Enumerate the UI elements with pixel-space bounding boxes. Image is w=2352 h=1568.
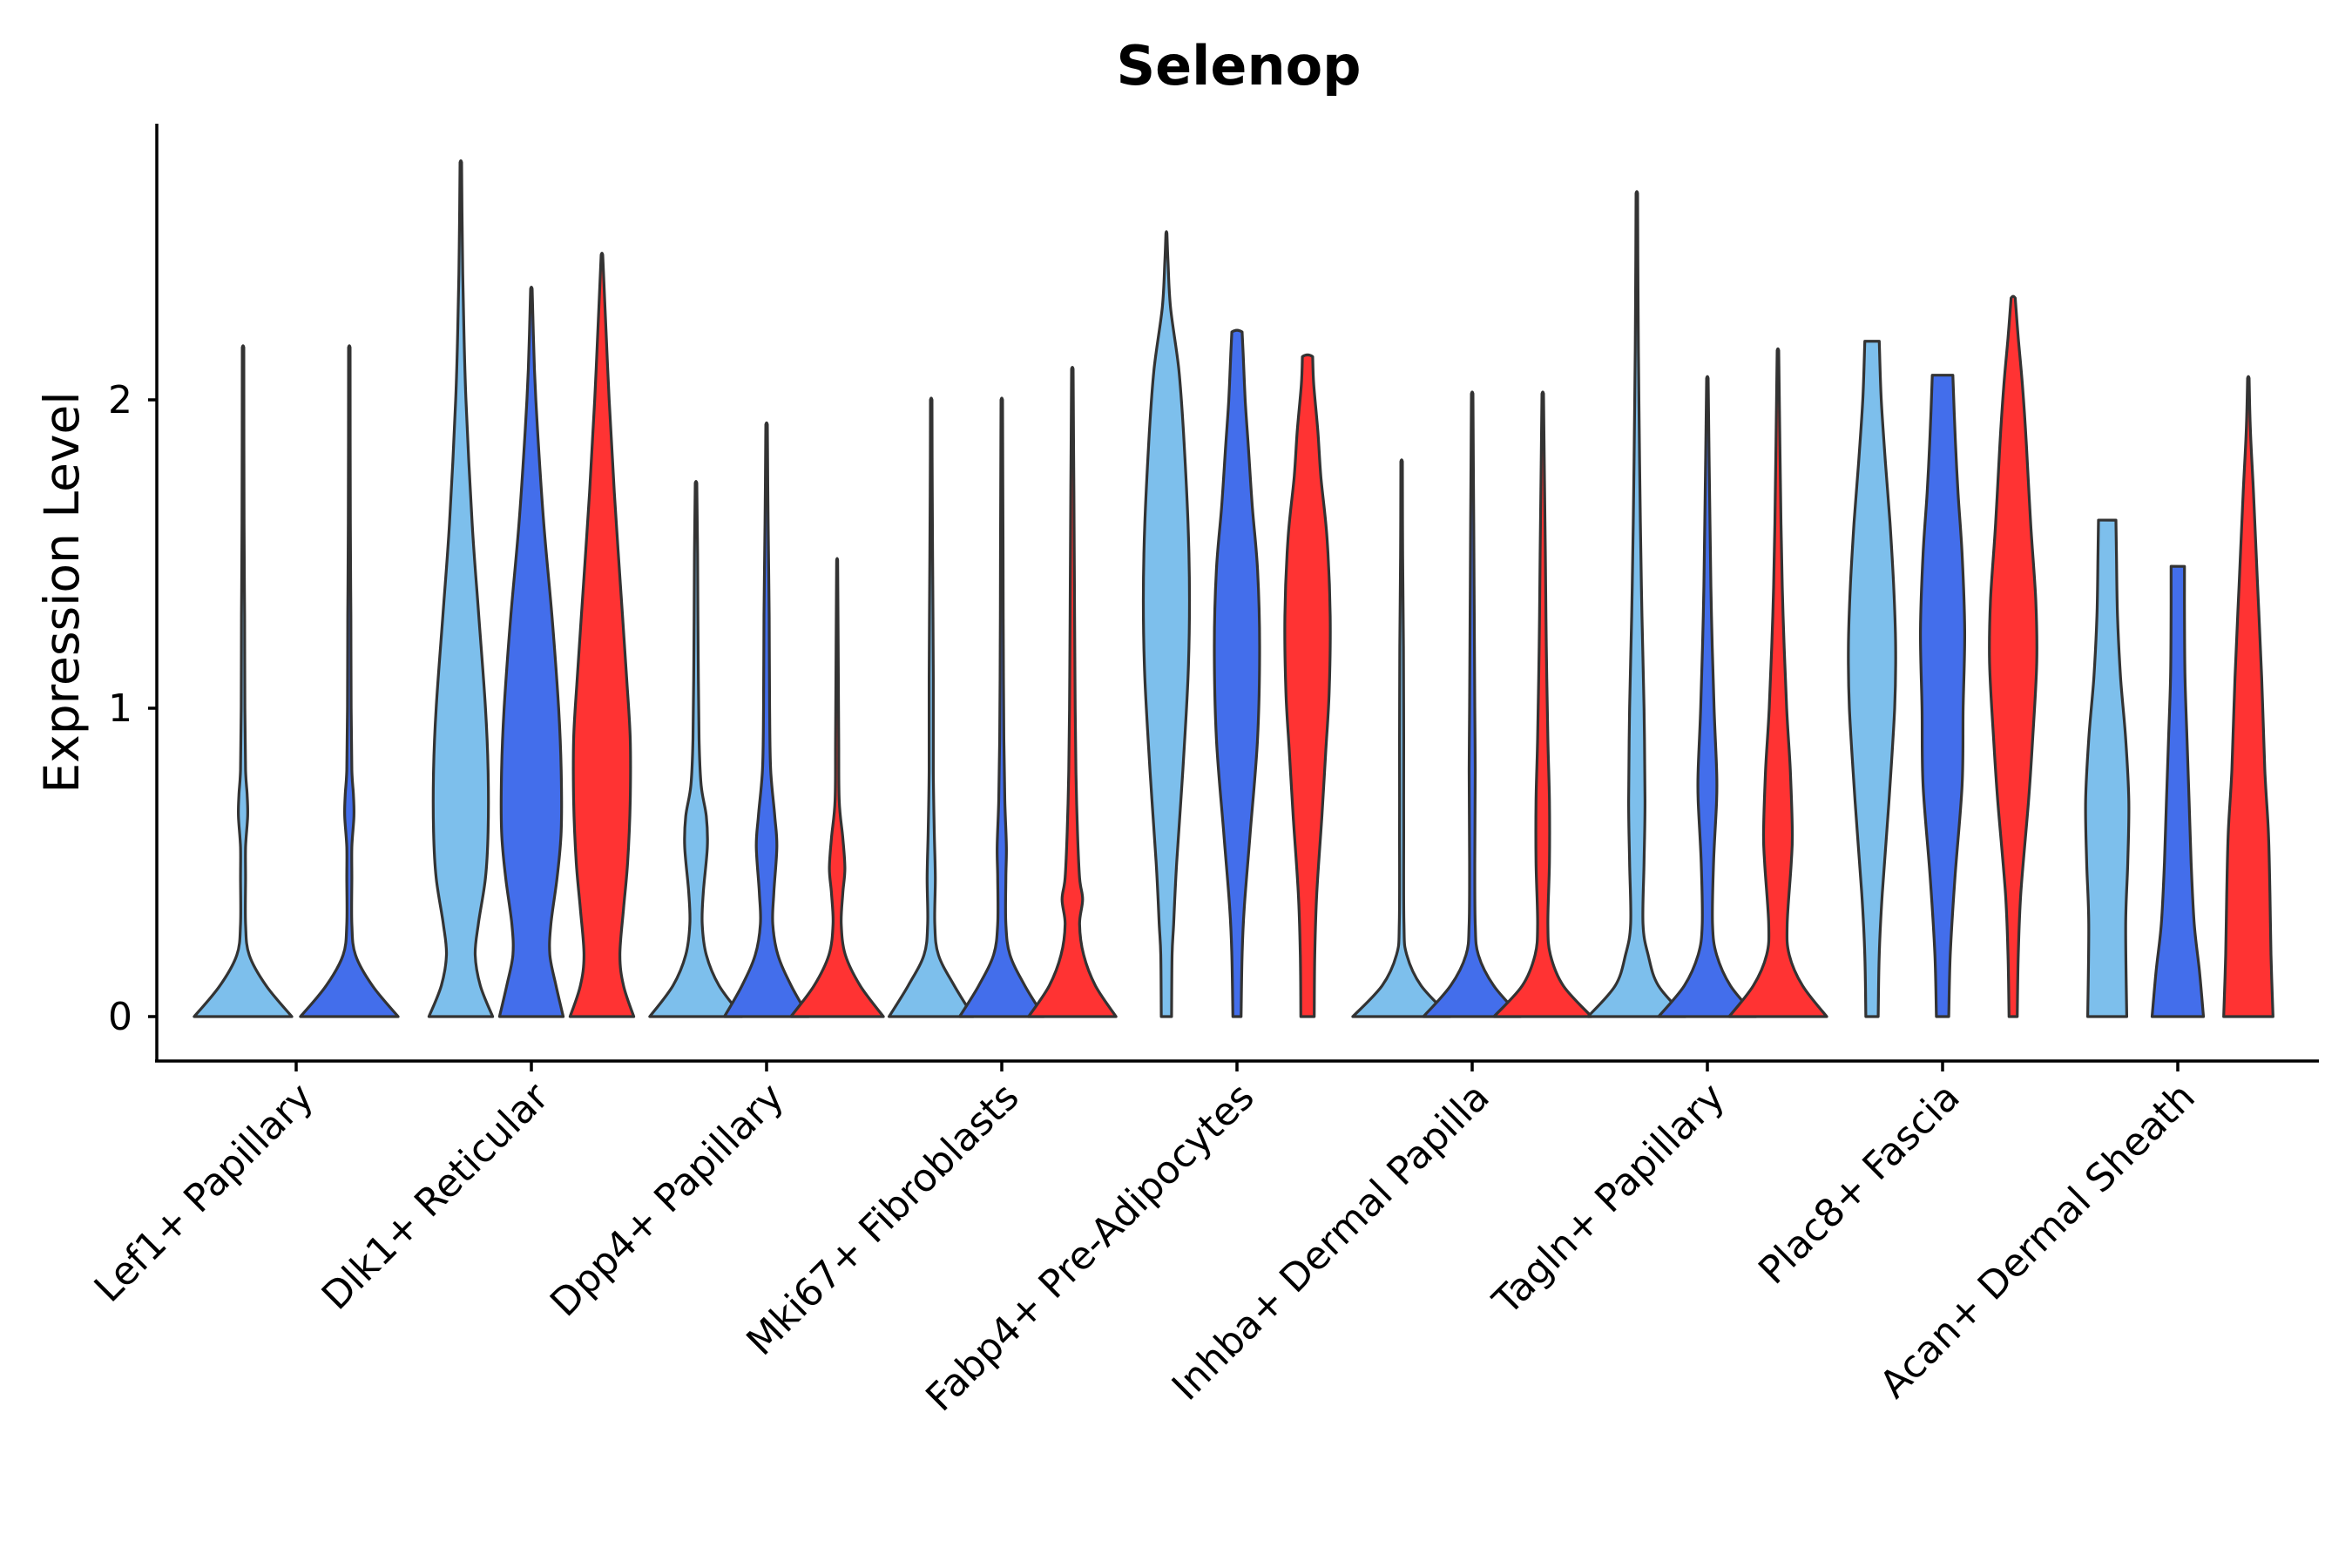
violin-9-group-2 — [2150, 564, 2206, 1018]
violin-9-group-1 — [2084, 518, 2131, 1018]
violin-7-group-1 — [1586, 190, 1687, 1018]
y-tick-label: 0 — [108, 995, 132, 1039]
violins-group — [193, 159, 2274, 1018]
violin-4-group-1 — [888, 396, 975, 1018]
violin-6-group-1 — [1351, 458, 1452, 1018]
y-tick-label: 2 — [108, 378, 132, 422]
violin-2-group-2 — [497, 285, 565, 1018]
y-tick-label: 1 — [108, 686, 132, 731]
violin-3-group-1 — [648, 479, 744, 1018]
x-tick-label: Tagln+ Papillary — [1484, 1075, 1734, 1324]
violin-6-group-2 — [1422, 390, 1523, 1018]
violin-8-group-1 — [1847, 340, 1897, 1018]
violin-7-group-2 — [1657, 375, 1758, 1018]
violin-6-group-3 — [1492, 390, 1593, 1018]
x-tick-label: Dlk1+ Reticular — [314, 1074, 558, 1319]
violin-5-group-3 — [1283, 353, 1332, 1018]
violin-7-group-3 — [1727, 347, 1828, 1018]
y-ticks-group: 0 1 2 — [108, 378, 157, 1039]
violin-9-group-3 — [2222, 375, 2274, 1018]
violin-5-group-1 — [1141, 230, 1192, 1018]
violin-3-group-3 — [789, 557, 885, 1018]
x-tick-label: Lef1+ Papillary — [86, 1075, 322, 1311]
violin-3-group-2 — [723, 421, 810, 1018]
y-axis-label: Expression Level — [34, 391, 90, 793]
chart-title: Selenop — [1116, 34, 1361, 98]
violin-1-group-1 — [193, 344, 294, 1018]
violin-4-group-2 — [958, 396, 1045, 1018]
violin-2-group-3 — [568, 252, 636, 1018]
violin-4-group-3 — [1027, 365, 1118, 1018]
violin-5-group-2 — [1213, 328, 1261, 1018]
x-tick-label: Dpp4+ Papillary — [542, 1075, 793, 1326]
violin-8-group-2 — [1918, 374, 1967, 1018]
x-tick-label: Plac8+ Fascia — [1750, 1075, 1969, 1294]
violin-2-group-1 — [427, 159, 495, 1018]
violin-1-group-2 — [299, 344, 400, 1018]
violin-8-group-3 — [1988, 294, 2038, 1018]
